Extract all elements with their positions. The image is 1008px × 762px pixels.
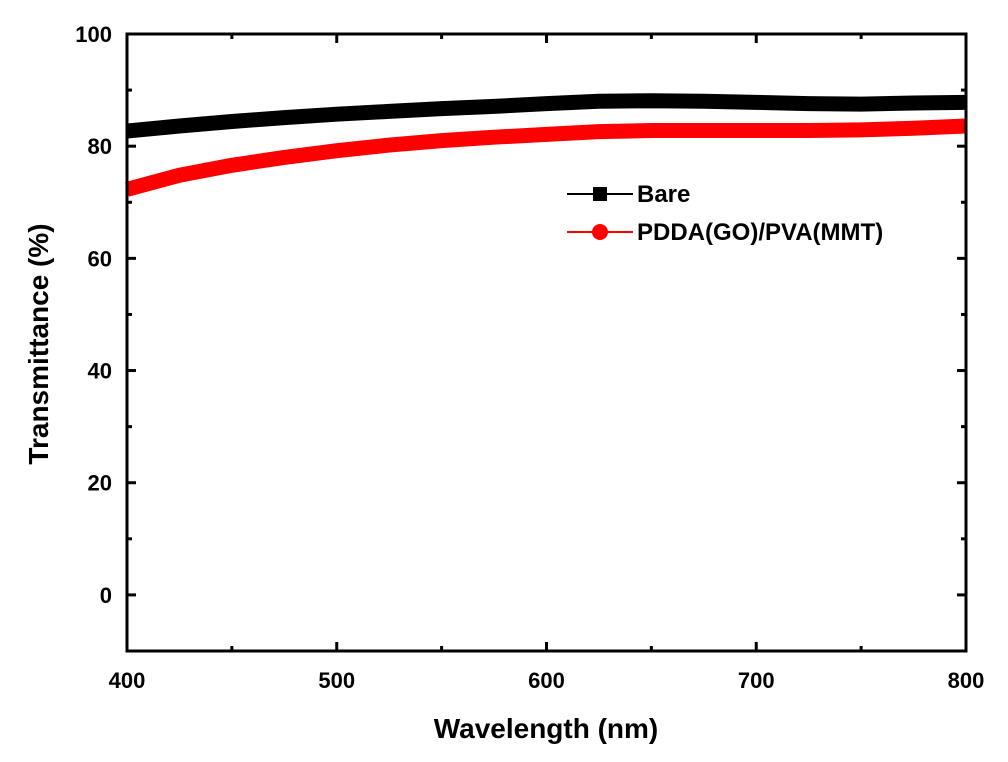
legend-marker-square: [593, 187, 607, 201]
y-tick-label: 20: [88, 471, 112, 496]
y-tick-label: 80: [88, 134, 112, 159]
y-axis-title: Transmittance (%): [23, 223, 54, 464]
series-line-1: [126, 93, 967, 139]
x-axis-title: Wavelength (nm): [434, 713, 659, 744]
x-axis-ticks: 400 500 600 700 800: [109, 34, 985, 693]
x-tick-label: 500: [318, 668, 355, 693]
legend-label-1: Bare: [637, 181, 690, 208]
y-axis-ticks: 0 20 40 60 80 100: [75, 22, 966, 653]
series-line-2: [125, 118, 967, 197]
y-tick-label: 100: [75, 22, 112, 47]
x-tick-label: 700: [738, 668, 775, 693]
x-tick-label: 600: [528, 668, 565, 693]
plot-lines: [125, 93, 967, 197]
legend-label-2: PDDA(GO)/PVA(MMT): [637, 219, 883, 246]
x-tick-label: 800: [948, 668, 985, 693]
y-tick-label: 60: [88, 246, 112, 271]
legend-marker-circle: [592, 224, 608, 240]
legend: Bare PDDA(GO)/PVA(MMT): [567, 181, 883, 246]
y-tick-label: 0: [100, 583, 112, 608]
x-tick-label: 400: [109, 668, 146, 693]
y-tick-label: 40: [88, 359, 112, 384]
